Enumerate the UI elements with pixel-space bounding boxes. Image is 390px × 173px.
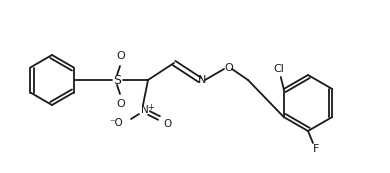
Text: O: O xyxy=(225,63,233,73)
Text: Cl: Cl xyxy=(273,64,284,74)
Text: N: N xyxy=(198,75,206,85)
Text: N: N xyxy=(141,105,149,115)
Text: ⁻O: ⁻O xyxy=(109,118,123,128)
Text: O: O xyxy=(117,99,125,109)
Text: O: O xyxy=(117,51,125,61)
Text: S: S xyxy=(113,74,121,86)
Text: F: F xyxy=(313,144,319,154)
Text: +: + xyxy=(147,102,154,112)
Text: O: O xyxy=(164,119,172,129)
